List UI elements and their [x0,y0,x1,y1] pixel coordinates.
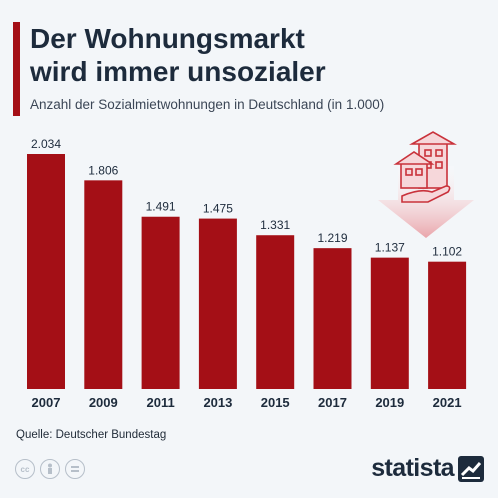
statista-logo-icon [458,455,484,482]
title-accent-bar [13,22,20,116]
equals-icon[interactable] [65,459,85,479]
value-label-2009: 1.806 [88,163,118,177]
statista-logo[interactable]: statista [371,454,484,483]
page-title: Der Wohnungsmarkt wird immer unsozialer [30,23,326,87]
category-label-2013: 2013 [203,395,232,410]
bar-2015 [256,235,295,389]
bar-2017 [313,248,352,389]
value-label-2021: 1.102 [432,245,462,259]
licence-icons: cc [15,459,85,479]
bar-2013 [198,218,237,389]
brand-name: statista [371,454,454,482]
category-label-2009: 2009 [89,395,118,410]
category-label-2011: 2011 [146,395,174,410]
value-label-2007: 2.034 [31,137,61,151]
value-label-2011: 1.491 [146,200,176,214]
value-label-2015: 1.331 [260,218,290,232]
value-labels: 2.034 1.806 1.491 1.475 1.331 1.219 1.137 1.102 [31,137,462,259]
category-labels: 2007 2009 2011 2013 2015 2017 2019 2021 [32,395,462,410]
bars [27,154,467,389]
category-label-2007: 2007 [32,395,61,410]
person-icon[interactable] [40,459,60,479]
value-label-2017: 1.219 [317,231,347,245]
bar-2011 [141,216,180,389]
source-note: Quelle: Deutscher Bundestag [16,429,167,441]
bar-2021 [428,261,467,389]
bar-2019 [370,257,409,389]
value-label-2019: 1.137 [375,241,405,255]
house-icon [393,131,458,203]
cc-icon[interactable]: cc [15,459,35,479]
category-label-2017: 2017 [318,395,347,410]
bar-2007 [27,154,65,389]
category-label-2015: 2015 [261,395,290,410]
bar-chart: 2.034 1.806 1.491 1.475 1.331 1.219 1.137 1.102… [27,131,474,410]
value-label-2013: 1.475 [203,202,233,216]
page-subtitle: Anzahl der Sozialmietwohnungen in Deutsc… [30,97,385,112]
bar-2009 [84,180,123,389]
category-label-2021: 2021 [433,395,462,410]
category-label-2019: 2019 [375,395,404,410]
decline-illustration [378,131,474,238]
